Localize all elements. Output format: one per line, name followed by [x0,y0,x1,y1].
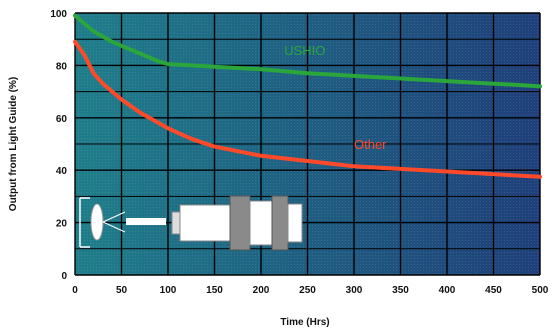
x-tick-label: 250 [299,285,316,296]
x-tick-label: 100 [160,285,177,296]
y-axis-ticks: 0 20 40 60 80 100 [50,9,67,282]
x-tick-label: 500 [532,285,549,296]
x-tick-label: 150 [206,285,223,296]
y-axis-title: Output from Light Guide (%) [8,77,19,211]
x-tick-label: 400 [439,285,456,296]
series-line-other [73,39,542,179]
x-tick-label: 200 [253,285,270,296]
x-axis-ticks: 0 50 100 150 200 250 300 350 400 450 500 [72,285,549,296]
grid-lines [74,12,541,276]
y-tick-label: 20 [56,219,68,230]
x-tick-label: 350 [392,285,409,296]
y-tick-label: 80 [56,61,68,72]
y-tick-label: 60 [56,114,68,125]
y-tick-label: 0 [61,271,67,282]
series-label-ushio: USHIO [284,43,325,58]
x-tick-label: 0 [72,285,78,296]
series-label-other: Other [354,137,387,152]
series-line-ushio [73,13,542,89]
x-tick-label: 50 [116,285,128,296]
y-tick-label: 40 [56,166,68,177]
x-tick-label: 450 [485,285,502,296]
y-tick-label: 100 [50,9,67,20]
x-tick-label: 300 [346,285,363,296]
light-guide-lamp-icon [79,195,303,251]
x-axis-title: Time (Hrs) [280,317,329,328]
series-layer: USHIO Other [73,13,542,179]
